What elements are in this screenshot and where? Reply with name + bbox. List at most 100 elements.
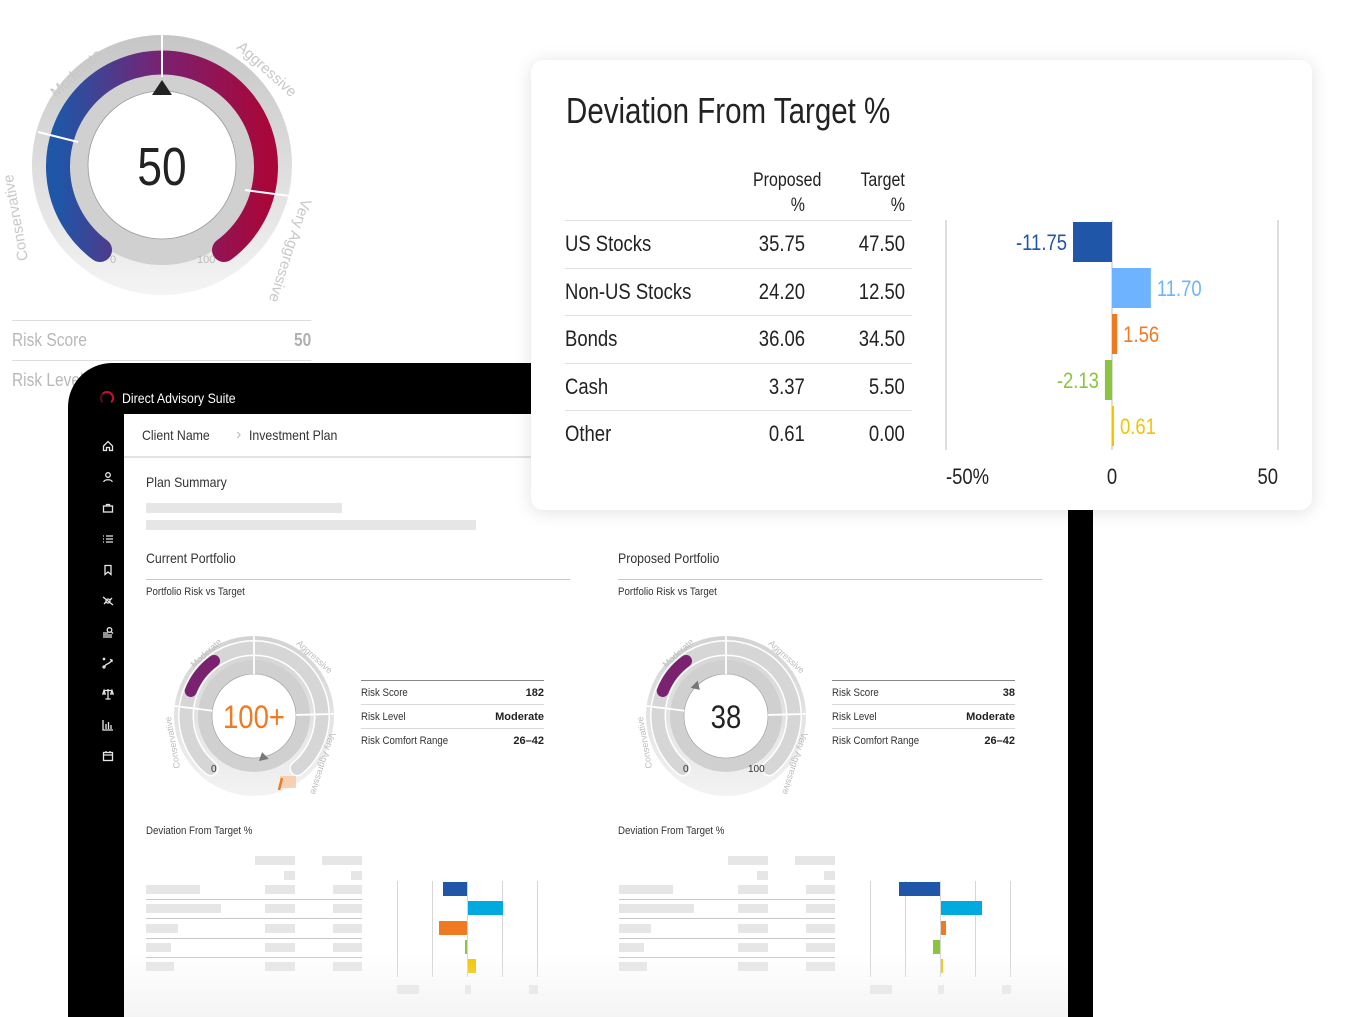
table-row: Non-US Stocks 24.20 12.50 [565, 267, 912, 316]
placeholder-header [351, 871, 362, 880]
sidebar-item-user[interactable] [94, 461, 122, 492]
placeholder-line [146, 520, 476, 530]
proposed-portfolio-title: Proposed Portfolio [618, 550, 720, 566]
stat-row-risk-level: Risk Level [12, 360, 312, 400]
breadcrumb-client-name[interactable]: Client Name [142, 427, 210, 443]
bar-cash [1104, 360, 1112, 400]
gauge-min-label: 0 [683, 764, 689, 775]
app-title-bar: Direct Advisory Suite [100, 390, 251, 406]
placeholder-header [322, 856, 362, 865]
data-label: 0.61 [1120, 416, 1156, 440]
gridline [975, 881, 976, 977]
row-divider [619, 918, 835, 920]
list-icon [103, 534, 113, 543]
stat-row-risk-score: Risk Score 38 [832, 680, 1015, 704]
placeholder-header [757, 871, 768, 880]
breadcrumb-investment-plan[interactable]: Investment Plan [249, 427, 338, 443]
mini-bar [941, 901, 982, 916]
data-label: 1.56 [1123, 324, 1159, 348]
gauge-value: 100+ [223, 700, 285, 735]
table-row: Bonds 36.06 34.50 [565, 315, 912, 363]
deviation-table: Proposed% Target% US Stocks 35.75 47.50 No… [565, 168, 912, 458]
sidebar-item-briefcase[interactable] [94, 492, 122, 523]
row-divider [619, 899, 835, 900]
placeholder-header [728, 856, 768, 865]
placeholder-cell [265, 942, 295, 952]
placeholder-cell [265, 904, 295, 914]
sidebar-item-strategy[interactable] [94, 647, 122, 678]
stat-row-risk-comfort-range: Risk Comfort Range 26–42 [361, 728, 544, 752]
proposed-risk-stats: Risk Score 38 Risk Level Moderate Risk Com… [832, 680, 1015, 752]
sidebar-item-satellite[interactable] [94, 585, 122, 616]
bar-non-us-stocks [1112, 268, 1151, 308]
placeholder-cell [146, 904, 221, 914]
bar-us-stocks [1072, 222, 1112, 262]
current-risk-subtitle: Portfolio Risk vs Target [146, 586, 245, 598]
stat-row-risk-level: Risk Level Moderate [832, 704, 1015, 728]
breadcrumb-separator-icon: › [236, 426, 242, 443]
sidebar-item-bar-chart[interactable] [94, 709, 122, 740]
stat-row-risk-comfort-range: Risk Comfort Range 26–42 [832, 728, 1015, 752]
gauge-value: 38 [711, 700, 742, 735]
bar-bonds [1112, 314, 1118, 354]
placeholder-cell [806, 942, 835, 952]
tick-label: -50% [946, 466, 989, 490]
stat-label: Risk Level [12, 370, 84, 390]
placeholder-cell [619, 923, 651, 933]
placeholder-cell [333, 904, 362, 914]
mini-bar [442, 882, 467, 896]
placeholder-cell [738, 923, 768, 933]
placeholder-cell [619, 885, 673, 894]
zone-divider [767, 713, 806, 716]
column-header-target: Target% [860, 170, 905, 216]
gridline [397, 881, 398, 977]
gridline [1010, 881, 1011, 977]
calendar-icon [102, 750, 114, 761]
scales-icon [102, 687, 114, 700]
sidebar-item-calendar[interactable] [94, 740, 122, 771]
deviation-bar-chart: -11.75 11.70 1.56 -2.13 0.61 -50% 0 50 [945, 220, 1279, 490]
gridline [940, 881, 941, 977]
placeholder-cell [619, 904, 694, 914]
proposed-deviation-title: Deviation From Target % [618, 825, 725, 837]
placeholder-line [146, 503, 342, 513]
placeholder-cell [333, 942, 362, 952]
stat-row-risk-score: Risk Score 50 [12, 320, 312, 360]
strategy-icon [102, 657, 113, 669]
placeholder-cell [806, 923, 835, 933]
sidebar-item-search-lines[interactable] [94, 616, 122, 647]
search-lines-icon [103, 626, 114, 638]
zone-divider [295, 713, 334, 716]
sidebar-item-scales[interactable] [94, 678, 122, 709]
section-divider [146, 579, 570, 580]
plan-summary-title: Plan Summary [146, 474, 227, 490]
gauge-pointer-icon [690, 680, 700, 690]
sidebar-item-home[interactable] [94, 430, 122, 461]
briefcase-icon [102, 503, 114, 513]
app-logo-icon [100, 391, 114, 405]
mini-bar [941, 920, 947, 935]
gridline [432, 881, 433, 977]
placeholder-cell [265, 923, 295, 933]
user-icon [103, 471, 113, 482]
overflow-marker [277, 777, 284, 791]
current-portfolio-title: Current Portfolio [146, 550, 236, 566]
gauge-min-label: 0 [211, 764, 217, 775]
placeholder-cell [806, 904, 835, 914]
home-icon [102, 440, 114, 451]
background-risk-stats: Risk Score 50 Risk Level [12, 320, 312, 400]
gauge-min-label: 0 [110, 254, 116, 266]
table-row: US Stocks 35.75 47.50 [565, 220, 912, 268]
mini-bar [468, 901, 503, 916]
comfort-range-band [184, 654, 221, 697]
sidebar-item-bookmark[interactable] [94, 554, 122, 585]
sidebar-item-list[interactable] [94, 523, 122, 554]
app-title: Direct Advisory Suite [122, 390, 236, 406]
placeholder-cell [738, 904, 768, 914]
tick-label: 50 [1257, 466, 1278, 490]
placeholder-cell [265, 885, 295, 894]
row-divider [146, 937, 362, 939]
column-header-proposed: Proposed% [753, 170, 822, 216]
zone-label-conservative: Conservative [0, 173, 32, 262]
